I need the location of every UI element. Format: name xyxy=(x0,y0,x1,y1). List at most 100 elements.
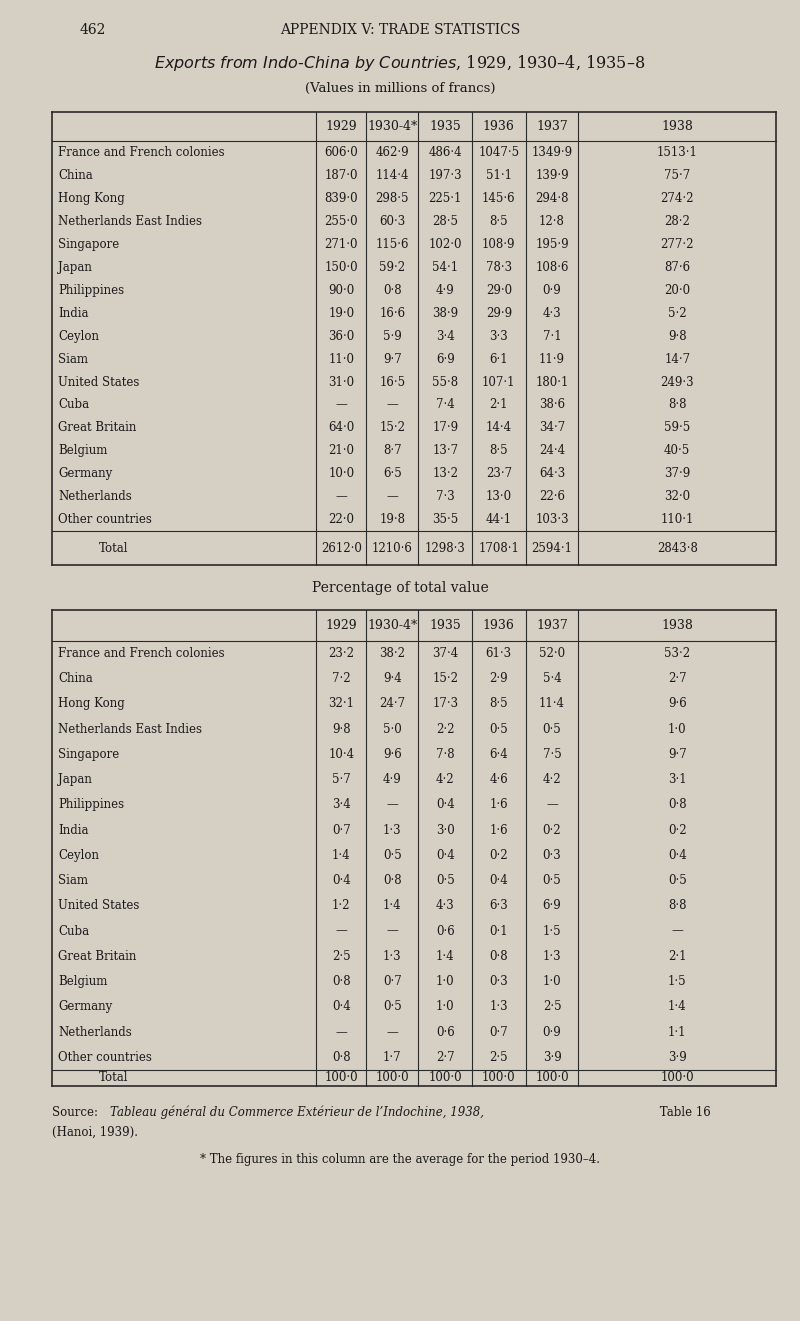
Text: 1·4: 1·4 xyxy=(383,900,402,913)
Text: 37·9: 37·9 xyxy=(664,468,690,481)
Text: 4·3: 4·3 xyxy=(436,900,454,913)
Text: (Values in millions of francs): (Values in millions of francs) xyxy=(305,82,495,95)
Text: 197·3: 197·3 xyxy=(428,169,462,182)
Text: 1935: 1935 xyxy=(430,620,461,631)
Text: China: China xyxy=(58,169,93,182)
Text: 5·9: 5·9 xyxy=(383,330,402,342)
Text: 40·5: 40·5 xyxy=(664,444,690,457)
Text: 3·3: 3·3 xyxy=(490,330,508,342)
Text: United States: United States xyxy=(58,375,140,388)
Text: 0·8: 0·8 xyxy=(332,1052,350,1063)
Text: Hong Kong: Hong Kong xyxy=(58,697,125,711)
Text: 2594·1: 2594·1 xyxy=(531,542,573,555)
Text: 17·9: 17·9 xyxy=(432,421,458,435)
Text: 59·2: 59·2 xyxy=(379,262,406,273)
Text: —: — xyxy=(335,399,347,411)
Text: 8·8: 8·8 xyxy=(668,399,686,411)
Text: 277·2: 277·2 xyxy=(661,238,694,251)
Text: 59·5: 59·5 xyxy=(664,421,690,435)
Text: 29·9: 29·9 xyxy=(486,306,512,320)
Text: 1·0: 1·0 xyxy=(668,723,686,736)
Text: 2·1: 2·1 xyxy=(490,399,508,411)
Text: 486·4: 486·4 xyxy=(428,147,462,160)
Text: 255·0: 255·0 xyxy=(324,215,358,229)
Text: —: — xyxy=(386,798,398,811)
Text: 11·9: 11·9 xyxy=(539,353,565,366)
Text: 32·1: 32·1 xyxy=(328,697,354,711)
Text: 1·3: 1·3 xyxy=(542,950,562,963)
Text: 2·5: 2·5 xyxy=(332,950,350,963)
Text: 1·3: 1·3 xyxy=(490,1000,508,1013)
Text: 0·8: 0·8 xyxy=(332,975,350,988)
Text: India: India xyxy=(58,823,89,836)
Text: 5·2: 5·2 xyxy=(668,306,686,320)
Text: 1·4: 1·4 xyxy=(668,1000,686,1013)
Text: 2·5: 2·5 xyxy=(490,1052,508,1063)
Text: 8·5: 8·5 xyxy=(490,444,508,457)
Text: Netherlands: Netherlands xyxy=(58,490,132,503)
Text: 9·6: 9·6 xyxy=(668,697,686,711)
Text: Ceylon: Ceylon xyxy=(58,849,99,861)
Text: 35·5: 35·5 xyxy=(432,513,458,526)
Text: 6·5: 6·5 xyxy=(383,468,402,481)
Text: Great Britain: Great Britain xyxy=(58,950,137,963)
Text: —: — xyxy=(335,490,347,503)
Text: 102·0: 102·0 xyxy=(429,238,462,251)
Text: 19·8: 19·8 xyxy=(379,513,406,526)
Text: 78·3: 78·3 xyxy=(486,262,512,273)
Text: 3·1: 3·1 xyxy=(668,773,686,786)
Text: 8·5: 8·5 xyxy=(490,697,508,711)
Text: 55·8: 55·8 xyxy=(432,375,458,388)
Text: Netherlands: Netherlands xyxy=(58,1025,132,1038)
Text: 2612·0: 2612·0 xyxy=(321,542,362,555)
Text: 298·5: 298·5 xyxy=(376,192,409,205)
Text: Tableau général du Commerce Extérieur de l’Indochine, 1938,: Tableau général du Commerce Extérieur de… xyxy=(110,1106,483,1119)
Text: 0·8: 0·8 xyxy=(668,798,686,811)
Text: 64·0: 64·0 xyxy=(328,421,354,435)
Text: 1936: 1936 xyxy=(483,620,514,631)
Text: APPENDIX V: TRADE STATISTICS: APPENDIX V: TRADE STATISTICS xyxy=(280,24,520,37)
Text: Other countries: Other countries xyxy=(58,513,152,526)
Text: 5·0: 5·0 xyxy=(383,723,402,736)
Text: 22·0: 22·0 xyxy=(328,513,354,526)
Text: 839·0: 839·0 xyxy=(324,192,358,205)
Text: 4·2: 4·2 xyxy=(542,773,562,786)
Text: 3·9: 3·9 xyxy=(668,1052,686,1063)
Text: Hong Kong: Hong Kong xyxy=(58,192,125,205)
Text: 6·9: 6·9 xyxy=(542,900,562,913)
Text: 28·5: 28·5 xyxy=(432,215,458,229)
Text: 294·8: 294·8 xyxy=(535,192,569,205)
Text: 7·2: 7·2 xyxy=(332,672,350,686)
Text: 1298·3: 1298·3 xyxy=(425,542,466,555)
Text: 10·0: 10·0 xyxy=(328,468,354,481)
Text: Philippines: Philippines xyxy=(58,798,125,811)
Text: 1·3: 1·3 xyxy=(383,950,402,963)
Text: —: — xyxy=(386,490,398,503)
Text: 1·4: 1·4 xyxy=(436,950,454,963)
Text: 4·9: 4·9 xyxy=(436,284,454,297)
Text: 100·0: 100·0 xyxy=(375,1071,410,1085)
Text: 0·7: 0·7 xyxy=(383,975,402,988)
Text: Japan: Japan xyxy=(58,773,92,786)
Text: 7·1: 7·1 xyxy=(542,330,562,342)
Text: 100·0: 100·0 xyxy=(428,1071,462,1085)
Text: 23·2: 23·2 xyxy=(328,647,354,659)
Text: 9·4: 9·4 xyxy=(383,672,402,686)
Text: 37·4: 37·4 xyxy=(432,647,458,659)
Text: 52·0: 52·0 xyxy=(539,647,565,659)
Text: 87·6: 87·6 xyxy=(664,262,690,273)
Text: Cuba: Cuba xyxy=(58,925,90,938)
Text: 1·5: 1·5 xyxy=(668,975,686,988)
Text: 2·2: 2·2 xyxy=(436,723,454,736)
Text: 1·0: 1·0 xyxy=(542,975,562,988)
Text: Cuba: Cuba xyxy=(58,399,90,411)
Text: 13·2: 13·2 xyxy=(432,468,458,481)
Text: 7·8: 7·8 xyxy=(436,748,454,761)
Text: 21·0: 21·0 xyxy=(328,444,354,457)
Text: 100·0: 100·0 xyxy=(324,1071,358,1085)
Text: 8·5: 8·5 xyxy=(490,215,508,229)
Text: 16·6: 16·6 xyxy=(379,306,406,320)
Text: 0·2: 0·2 xyxy=(490,849,508,861)
Text: —: — xyxy=(386,1025,398,1038)
Text: 271·0: 271·0 xyxy=(325,238,358,251)
